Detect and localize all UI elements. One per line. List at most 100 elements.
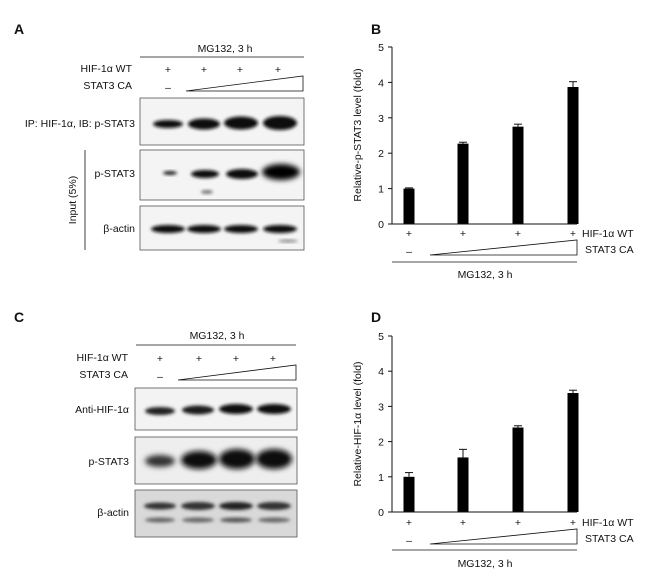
bar <box>403 188 415 224</box>
panel-a-sign-2: + <box>201 64 207 76</box>
blot-band <box>256 449 292 469</box>
panel-c-minus: – <box>157 371 163 383</box>
blot-artifact <box>201 190 213 194</box>
bar <box>567 393 579 512</box>
bar <box>567 87 579 224</box>
bar <box>457 143 469 224</box>
panel-c-gradient-wedge <box>177 364 297 381</box>
panel-d-letter: D <box>371 309 381 325</box>
y-tick-label: 4 <box>378 77 384 89</box>
chart-d-sign-1: + <box>406 517 412 529</box>
chart-d-gradient-wedge <box>429 528 578 545</box>
blot-band <box>153 120 183 128</box>
blot-band <box>257 404 291 414</box>
blot-band <box>224 116 258 130</box>
panel-c-row2-label: STAT3 CA <box>79 369 128 381</box>
chart-b-sign-4: + <box>570 228 576 240</box>
chart-d-row2-label: STAT3 CA <box>585 533 634 545</box>
bar <box>512 427 524 512</box>
panel-a: A MG132, 3 h HIF-1α WT + + + + STAT3 CA … <box>14 21 305 251</box>
blot-band <box>224 225 258 233</box>
panel-a-blot-pstat3-bands <box>163 164 300 194</box>
blot-band <box>163 171 177 175</box>
bar <box>403 476 415 512</box>
chart-b-bars <box>403 81 579 224</box>
bar <box>512 126 524 224</box>
chart-d-yaxis: 0 1 2 3 4 5 <box>378 331 392 519</box>
chart-b-ylabel: Relative-p-STAT3 level (fold) <box>352 68 364 201</box>
chart-b-sign-3: + <box>515 228 521 240</box>
panel-c-blot3-label: β-actin <box>97 507 129 519</box>
chart-d-sign-2: + <box>460 517 466 529</box>
panel-c-header: MG132, 3 h <box>190 330 245 342</box>
chart-d-ylabel: Relative-HIF-1α level (fold) <box>352 361 364 486</box>
y-tick-label: 5 <box>378 42 384 54</box>
panel-c-blot-hif-bands <box>145 404 291 415</box>
blot-band <box>181 451 217 469</box>
chart-d-sign-3: + <box>515 517 521 529</box>
chart-b-sign-2: + <box>460 228 466 240</box>
panel-c-sign-4: + <box>270 353 276 365</box>
chart-b: B Relative-p-STAT3 level (fold) 0 1 2 3 4 5 +… <box>352 21 634 281</box>
panel-a-sign-1: + <box>165 64 171 76</box>
blot-band <box>145 455 175 467</box>
panel-a-blot-ip-bands <box>153 116 297 130</box>
chart-b-yaxis: 0 1 2 3 4 5 <box>378 42 392 231</box>
blot-band <box>151 225 185 233</box>
chart-d-bars <box>403 389 579 512</box>
blot-band <box>226 169 258 179</box>
panel-a-blot2-label: p-STAT3 <box>95 168 136 180</box>
panel-a-sign-3: + <box>237 64 243 76</box>
blot-band <box>181 502 215 510</box>
blot-band <box>263 116 297 130</box>
panel-c-blot-actin <box>134 489 298 538</box>
panel-c-blot-actin-bands <box>144 502 291 523</box>
blot-band <box>145 517 175 523</box>
y-tick-label: 2 <box>378 437 384 449</box>
y-tick-label: 5 <box>378 331 384 343</box>
blot-band <box>182 517 214 523</box>
panel-a-minus: – <box>165 82 171 94</box>
blot-band <box>182 405 214 415</box>
blot-band <box>188 118 220 130</box>
y-tick-label: 3 <box>378 401 384 413</box>
panel-a-input-label: Input (5%) <box>67 176 79 224</box>
blot-band <box>257 502 291 510</box>
panel-c-sign-1: + <box>157 353 163 365</box>
panel-a-header: MG132, 3 h <box>198 43 253 55</box>
chart-b-gradient-wedge <box>429 239 578 256</box>
chart-d-footer: MG132, 3 h <box>458 558 513 570</box>
panel-c-blot2-label: p-STAT3 <box>89 456 130 468</box>
chart-b-sign-1: + <box>406 228 412 240</box>
blot-band <box>191 170 219 178</box>
y-tick-label: 0 <box>378 219 384 231</box>
y-tick-label: 4 <box>378 366 384 378</box>
panel-c: C MG132, 3 h HIF-1α WT + + + + STAT3 CA … <box>14 309 298 538</box>
panel-a-blot3-label: β-actin <box>103 223 135 235</box>
blot-band <box>145 407 175 415</box>
panel-a-row1-label: HIF-1α WT <box>80 63 132 75</box>
panel-c-sign-3: + <box>233 353 239 365</box>
chart-b-minus: – <box>406 246 412 258</box>
y-tick-label: 2 <box>378 148 384 160</box>
blot-band <box>258 517 290 523</box>
panel-a-sign-4: + <box>275 64 281 76</box>
panel-b-letter: B <box>371 21 381 37</box>
blot-band <box>219 502 253 510</box>
y-tick-label: 3 <box>378 113 384 125</box>
chart-b-row1-label: HIF-1α WT <box>582 228 634 240</box>
blot-band <box>262 164 300 180</box>
panel-a-blot-actin-bands <box>151 225 298 243</box>
blot-band <box>219 449 255 469</box>
chart-d-minus: – <box>406 535 412 547</box>
blot-artifact <box>278 239 298 243</box>
panel-c-blot1-label: Anti-HIF-1α <box>75 404 129 416</box>
panel-c-letter: C <box>14 309 24 325</box>
panel-a-letter: A <box>14 21 24 37</box>
blot-band <box>220 517 252 523</box>
y-tick-label: 1 <box>378 472 384 484</box>
bar <box>457 457 469 512</box>
panel-a-blot1-label: IP: HIF-1α, IB: p-STAT3 <box>25 118 135 130</box>
